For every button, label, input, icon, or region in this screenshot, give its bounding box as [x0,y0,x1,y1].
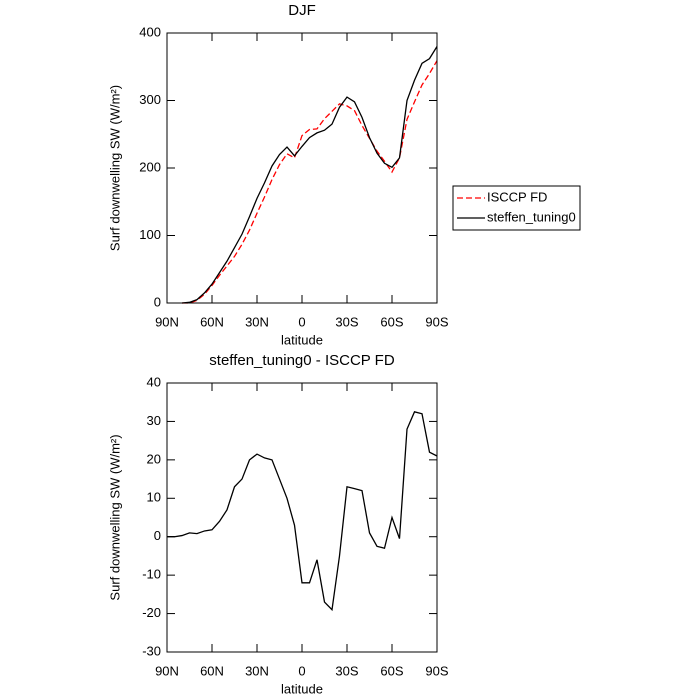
y-tick-label: -10 [142,567,161,582]
x-tick-label: 30N [245,314,269,329]
x-tick-label: 30S [335,663,358,678]
legend-label: steffen_tuning0 [487,209,576,224]
y-tick-label: 30 [147,413,161,428]
y-axis-label: Surf downwelling SW (W/m²) [107,434,122,600]
x-tick-label: 0 [298,663,305,678]
x-axis-label: latitude [281,332,323,347]
x-tick-label: 90S [425,663,448,678]
y-tick-label: 100 [139,227,161,242]
y-tick-label: 40 [147,374,161,389]
y-tick-label: 20 [147,451,161,466]
y-tick-label: -20 [142,605,161,620]
chart-title: DJF [288,2,316,19]
x-tick-label: 90N [155,663,179,678]
y-tick-label: 10 [147,490,161,505]
x-tick-label: 60N [200,314,224,329]
plot-frame [166,382,438,653]
difference-line [167,411,438,612]
x-tick-label: 60N [200,663,224,678]
legend-label: ISCCP FD [487,189,547,204]
x-tick-label: 60S [380,663,403,678]
y-tick-label: 200 [139,159,161,174]
x-tick-label: 30S [335,314,358,329]
x-axis-label: latitude [281,681,323,696]
series-line [181,46,438,304]
x-tick-label: 30N [245,663,269,678]
series-line [182,60,438,304]
x-tick-label: 60S [380,314,403,329]
y-axis-label: Surf downwelling SW (W/m²) [107,85,122,251]
y-tick-label: 0 [154,528,161,543]
legend-box [452,185,581,231]
y-tick-label: 0 [154,294,161,309]
chart-title: steffen_tuning0 - ISCCP FD [209,352,395,369]
x-tick-label: 0 [298,314,305,329]
y-tick-label: 400 [139,24,161,39]
y-tick-label: 300 [139,92,161,107]
x-tick-label: 90N [155,314,179,329]
y-tick-label: -30 [142,643,161,658]
plot-frame [166,32,438,304]
x-tick-label: 90S [425,314,448,329]
